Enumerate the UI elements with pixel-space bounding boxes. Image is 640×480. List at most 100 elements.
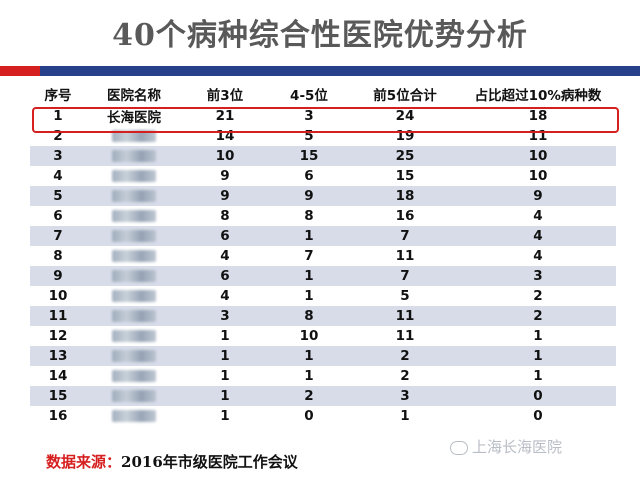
redacted-hospital-name bbox=[112, 410, 156, 422]
cell-over10: 2 bbox=[460, 306, 616, 326]
cell-name bbox=[86, 126, 182, 146]
cell-pos45: 1 bbox=[268, 346, 350, 366]
cell-name bbox=[86, 166, 182, 186]
cell-top3: 3 bbox=[182, 306, 268, 326]
cell-name bbox=[86, 226, 182, 246]
cell-name bbox=[86, 366, 182, 386]
cell-over10: 4 bbox=[460, 226, 616, 246]
cell-over10: 1 bbox=[533, 368, 543, 384]
cell-top3: 1 bbox=[220, 368, 230, 384]
cell-name bbox=[86, 346, 182, 366]
header-hospital-name: 医院名称 bbox=[107, 88, 161, 104]
redacted-hospital-name bbox=[112, 270, 156, 282]
cell-top3: 8 bbox=[220, 208, 230, 224]
cell-top5: 2 bbox=[400, 368, 410, 384]
table-header-row: 序号 医院名称 前3位 4-5位 前5位合计 占比超过10%病种数 bbox=[30, 82, 616, 106]
cell-top3: 1 bbox=[182, 346, 268, 366]
cell-seq: 3 bbox=[30, 146, 86, 166]
cell-pos45: 7 bbox=[304, 248, 314, 264]
cell-top5: 5 bbox=[400, 288, 410, 304]
table-row: 15 1 2 3 0 bbox=[30, 386, 616, 406]
cell-pos45: 2 bbox=[268, 386, 350, 406]
cell-over10: 4 bbox=[533, 208, 543, 224]
cell-seq: 6 bbox=[53, 208, 63, 224]
cell-top3: 9 bbox=[220, 168, 230, 184]
hospital-ranking-table: 序号 医院名称 前3位 4-5位 前5位合计 占比超过10%病种数 1 长海医院 2… bbox=[30, 82, 616, 426]
cell-over10: 1 bbox=[460, 346, 616, 366]
cell-pos45: 15 bbox=[268, 146, 350, 166]
table-row: 5 9 9 18 9 bbox=[30, 186, 616, 206]
header-over10pct: 占比超过10%病种数 bbox=[474, 88, 602, 104]
cell-seq: 13 bbox=[30, 346, 86, 366]
cell-over10: 18 bbox=[528, 108, 548, 124]
redacted-hospital-name bbox=[112, 290, 156, 302]
cell-pos45: 8 bbox=[268, 306, 350, 326]
redacted-hospital-name bbox=[112, 310, 156, 322]
cell-pos45: 9 bbox=[268, 186, 350, 206]
wechat-icon bbox=[450, 440, 468, 455]
table-body: 1 长海医院 21 3 24 18 2 14 5 19 11 3 10 15 25 10 4 9 6 15 10 5 9 9 1… bbox=[30, 106, 616, 426]
redacted-hospital-name bbox=[112, 150, 156, 162]
cell-top5: 11 bbox=[395, 248, 415, 264]
cell-name bbox=[86, 246, 182, 266]
cell-name bbox=[86, 146, 182, 166]
cell-seq: 5 bbox=[30, 186, 86, 206]
redacted-hospital-name bbox=[112, 130, 156, 142]
cell-top5: 7 bbox=[350, 266, 460, 286]
table-row: 13 1 1 2 1 bbox=[30, 346, 616, 366]
cell-top5: 1 bbox=[400, 408, 410, 424]
cell-name bbox=[86, 306, 182, 326]
table-row: 1 长海医院 21 3 24 18 bbox=[30, 106, 616, 126]
cell-pos45: 5 bbox=[304, 128, 314, 144]
cell-pos45: 0 bbox=[304, 408, 314, 424]
cell-top3: 9 bbox=[182, 186, 268, 206]
cell-over10: 0 bbox=[460, 386, 616, 406]
cell-seq: 4 bbox=[53, 168, 63, 184]
watermark: 上海长海医院 bbox=[450, 436, 562, 457]
table-row: 14 1 1 2 1 bbox=[30, 366, 616, 386]
header-top3: 前3位 bbox=[206, 88, 244, 104]
cell-top3: 1 bbox=[220, 408, 230, 424]
cell-top3: 4 bbox=[220, 288, 230, 304]
data-source-label: 数据来源： bbox=[46, 453, 122, 471]
data-source-text: 2016年市级医院工作会议 bbox=[121, 453, 298, 471]
cell-seq: 12 bbox=[48, 328, 68, 344]
data-source-note: 数据来源：2016年市级医院工作会议 bbox=[46, 451, 298, 472]
cell-pos45: 1 bbox=[268, 226, 350, 246]
cell-top5: 24 bbox=[395, 108, 415, 124]
cell-top5: 16 bbox=[395, 208, 415, 224]
redacted-hospital-name bbox=[112, 230, 156, 242]
cell-over10: 10 bbox=[528, 168, 548, 184]
redacted-hospital-name bbox=[112, 350, 156, 362]
cell-top5: 7 bbox=[350, 226, 460, 246]
table-row: 16 1 0 1 0 bbox=[30, 406, 616, 426]
cell-top5: 11 bbox=[350, 306, 460, 326]
table-row: 11 3 8 11 2 bbox=[30, 306, 616, 326]
cell-top3: 21 bbox=[215, 108, 235, 124]
cell-seq: 1 bbox=[53, 108, 63, 124]
cell-top5: 11 bbox=[395, 328, 415, 344]
cell-top3: 6 bbox=[182, 226, 268, 246]
redacted-hospital-name bbox=[112, 250, 156, 262]
cell-over10: 1 bbox=[533, 328, 543, 344]
redacted-hospital-name bbox=[112, 210, 156, 222]
cell-top3: 10 bbox=[182, 146, 268, 166]
cell-pos45: 6 bbox=[304, 168, 314, 184]
cell-over10: 9 bbox=[460, 186, 616, 206]
cell-pos45: 1 bbox=[304, 368, 314, 384]
cell-top3: 1 bbox=[220, 328, 230, 344]
cell-name bbox=[86, 266, 182, 286]
cell-top5: 3 bbox=[350, 386, 460, 406]
table-row: 6 8 8 16 4 bbox=[30, 206, 616, 226]
header-seq: 序号 bbox=[44, 88, 72, 104]
title-underline-red bbox=[0, 66, 40, 76]
cell-pos45: 8 bbox=[304, 208, 314, 224]
cell-name: 长海医院 bbox=[107, 110, 161, 126]
table-row: 8 4 7 11 4 bbox=[30, 246, 616, 266]
cell-pos45: 10 bbox=[299, 328, 319, 344]
cell-top5: 25 bbox=[350, 146, 460, 166]
cell-pos45: 3 bbox=[304, 108, 314, 124]
cell-seq: 8 bbox=[53, 248, 63, 264]
